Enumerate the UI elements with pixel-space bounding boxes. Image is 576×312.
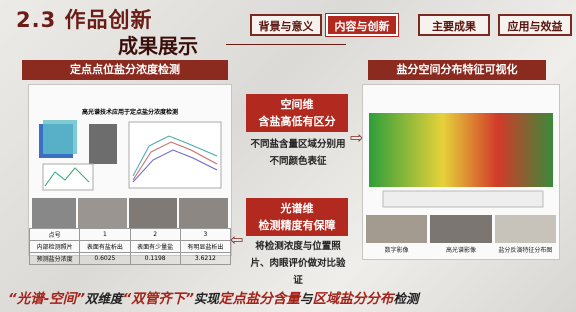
callout: 光谱维 检测精度有保障 (246, 198, 348, 236)
slide: 2.3 作品创新 成果展示 背景与意义 内容与创新 主要成果 应用与效益 定点点… (0, 0, 576, 312)
table-cell: 点号 (30, 229, 80, 241)
table-cell: 表面有盐析出 (80, 241, 130, 253)
table-cell: 预测盐分浓度 (30, 253, 80, 265)
table-cell: 有明显盐析出 (180, 241, 230, 253)
figure-graphics (363, 85, 559, 211)
table-cell: 0.6025 (80, 253, 130, 265)
footer-part: 实现 (194, 291, 219, 306)
table-cell: 内部检测照片 (30, 241, 80, 253)
footer-part: 检测 (393, 291, 418, 306)
footer-part: 区域盐分分布 (312, 291, 393, 307)
callout-subtitle: 含盐高低有区分 (246, 113, 348, 130)
table-cell: 3.6212 (180, 253, 230, 265)
tab[interactable]: 主要成果 (418, 14, 490, 36)
tab[interactable]: 应用与效益 (498, 14, 572, 36)
callout-subtitle: 检测精度有保障 (246, 217, 348, 234)
subtitle: 成果展示 (118, 30, 198, 59)
callout-text: 不同盐含量区域分别用不同颜色表征 (248, 136, 348, 170)
tab-active[interactable]: 内容与创新 (326, 14, 398, 36)
footer-part: “双管齐下” (123, 291, 194, 307)
title-rule (226, 44, 346, 45)
footer-part: “光谱-空间” (8, 291, 85, 307)
footer-part: 双维度 (85, 291, 123, 306)
footer: “光谱-空间”双维度“双管齐下”实现定点盐分含量与区域盐分分布检测 (8, 287, 574, 307)
callout-title: 空间维 (246, 96, 348, 113)
table-cell: 2 (130, 229, 180, 241)
footer-part: 与 (300, 291, 313, 306)
table-cell: 0.1198 (130, 253, 180, 265)
callout-text: 将检测浓度与位置照片、肉眼评价做对比验证 (248, 238, 348, 289)
footer-part: 定点盐分含量 (219, 291, 300, 307)
right-figure: 数字影像 高光谱影像 盐分反演特征分布图 (362, 84, 560, 260)
caption: 高光谱影像 (430, 245, 491, 254)
panel-title: 盐分空间分布特征可视化 (368, 60, 546, 80)
callout-title: 光谱维 (246, 200, 348, 217)
table-cell: 表面有少量盐 (130, 241, 180, 253)
caption: 数字影像 (366, 245, 427, 254)
panel-title: 定点点位盐分浓度检测 (22, 60, 228, 80)
table-cell: 3 (180, 229, 230, 241)
tab[interactable]: 背景与意义 (250, 14, 322, 36)
figure-title: 高光谱技术应用于定点盐分浓度检测 (29, 107, 231, 116)
figure-graphics (29, 116, 229, 194)
callout: 空间维 含盐高低有区分 (246, 94, 348, 132)
arrow: ⇦ (230, 230, 243, 249)
table-cell: 1 (80, 229, 130, 241)
caption: 盐分反演特征分布图 (495, 245, 556, 254)
